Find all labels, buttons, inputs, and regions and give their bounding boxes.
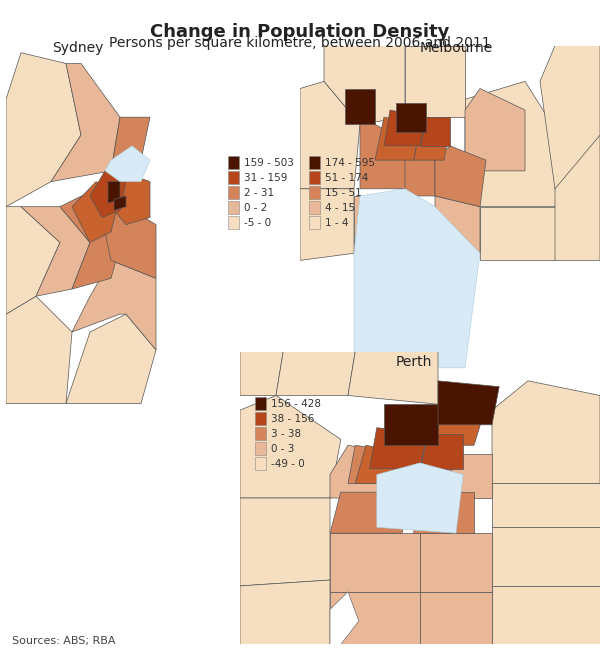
- Text: 4 - 15: 4 - 15: [325, 202, 355, 213]
- Text: 1 - 4: 1 - 4: [325, 217, 348, 228]
- Polygon shape: [114, 196, 126, 210]
- Text: -5 - 0: -5 - 0: [244, 217, 271, 228]
- Text: 15 - 51: 15 - 51: [325, 187, 361, 198]
- Polygon shape: [6, 53, 81, 206]
- Polygon shape: [51, 63, 120, 182]
- Text: Persons per square kilometre, between 2006 and 2011: Persons per square kilometre, between 20…: [109, 36, 491, 50]
- Polygon shape: [492, 586, 600, 644]
- Polygon shape: [377, 463, 463, 533]
- Polygon shape: [438, 454, 492, 498]
- Polygon shape: [102, 206, 156, 279]
- Polygon shape: [413, 445, 456, 483]
- Polygon shape: [72, 260, 156, 350]
- Polygon shape: [240, 352, 283, 395]
- Text: 3 - 38: 3 - 38: [271, 428, 301, 439]
- Text: Perth: Perth: [396, 355, 432, 369]
- Text: 156 - 428: 156 - 428: [271, 398, 320, 409]
- Text: Change in Population Density: Change in Population Density: [151, 23, 449, 41]
- Polygon shape: [21, 206, 90, 296]
- Polygon shape: [348, 445, 413, 483]
- Polygon shape: [405, 146, 435, 196]
- Polygon shape: [435, 196, 480, 253]
- Text: 174 - 595: 174 - 595: [325, 158, 374, 168]
- Polygon shape: [6, 296, 72, 404]
- Polygon shape: [354, 189, 480, 368]
- Polygon shape: [348, 352, 438, 404]
- Polygon shape: [360, 124, 414, 189]
- Text: 0 - 2: 0 - 2: [244, 202, 267, 213]
- Polygon shape: [480, 206, 555, 260]
- Polygon shape: [435, 146, 486, 206]
- Polygon shape: [90, 171, 126, 217]
- Polygon shape: [420, 592, 492, 644]
- Polygon shape: [405, 46, 465, 117]
- Text: 0 - 3: 0 - 3: [271, 443, 294, 454]
- Polygon shape: [465, 89, 525, 171]
- Polygon shape: [354, 196, 405, 253]
- Polygon shape: [108, 182, 120, 203]
- Polygon shape: [105, 146, 150, 182]
- Text: Melbourne: Melbourne: [419, 41, 493, 55]
- Polygon shape: [330, 445, 402, 498]
- Polygon shape: [276, 352, 355, 395]
- Polygon shape: [330, 492, 413, 533]
- Polygon shape: [330, 533, 420, 592]
- Polygon shape: [402, 410, 449, 454]
- Polygon shape: [240, 498, 330, 586]
- Polygon shape: [375, 117, 420, 160]
- Polygon shape: [413, 492, 474, 533]
- Text: 159 - 503: 159 - 503: [244, 158, 293, 168]
- Polygon shape: [492, 483, 600, 527]
- Polygon shape: [414, 124, 450, 160]
- Polygon shape: [438, 381, 499, 424]
- Text: 2 - 31: 2 - 31: [244, 187, 274, 198]
- Polygon shape: [420, 533, 492, 592]
- Polygon shape: [492, 381, 600, 483]
- Polygon shape: [345, 89, 375, 124]
- Polygon shape: [300, 189, 354, 260]
- Polygon shape: [330, 592, 359, 644]
- Polygon shape: [72, 182, 120, 242]
- Polygon shape: [540, 46, 600, 189]
- Polygon shape: [330, 592, 420, 644]
- Text: Sydney: Sydney: [52, 41, 104, 55]
- Polygon shape: [420, 434, 463, 469]
- Polygon shape: [465, 81, 570, 206]
- Polygon shape: [420, 117, 450, 146]
- Text: 51 - 174: 51 - 174: [325, 173, 368, 183]
- Polygon shape: [66, 314, 156, 404]
- Polygon shape: [370, 428, 427, 469]
- Polygon shape: [300, 81, 360, 189]
- Polygon shape: [240, 395, 341, 498]
- Polygon shape: [438, 404, 485, 445]
- Polygon shape: [6, 206, 60, 314]
- Polygon shape: [60, 189, 126, 289]
- Polygon shape: [384, 404, 438, 445]
- Polygon shape: [396, 103, 426, 132]
- Text: -49 - 0: -49 - 0: [271, 458, 304, 469]
- Polygon shape: [384, 110, 426, 146]
- Polygon shape: [324, 46, 405, 124]
- Text: Sources: ABS; RBA: Sources: ABS; RBA: [12, 636, 115, 646]
- Polygon shape: [96, 171, 150, 225]
- Text: 31 - 159: 31 - 159: [244, 173, 287, 183]
- Polygon shape: [355, 445, 409, 483]
- Polygon shape: [111, 117, 150, 171]
- Polygon shape: [555, 117, 600, 260]
- Polygon shape: [240, 580, 330, 644]
- Text: 38 - 156: 38 - 156: [271, 413, 314, 424]
- Polygon shape: [492, 527, 600, 586]
